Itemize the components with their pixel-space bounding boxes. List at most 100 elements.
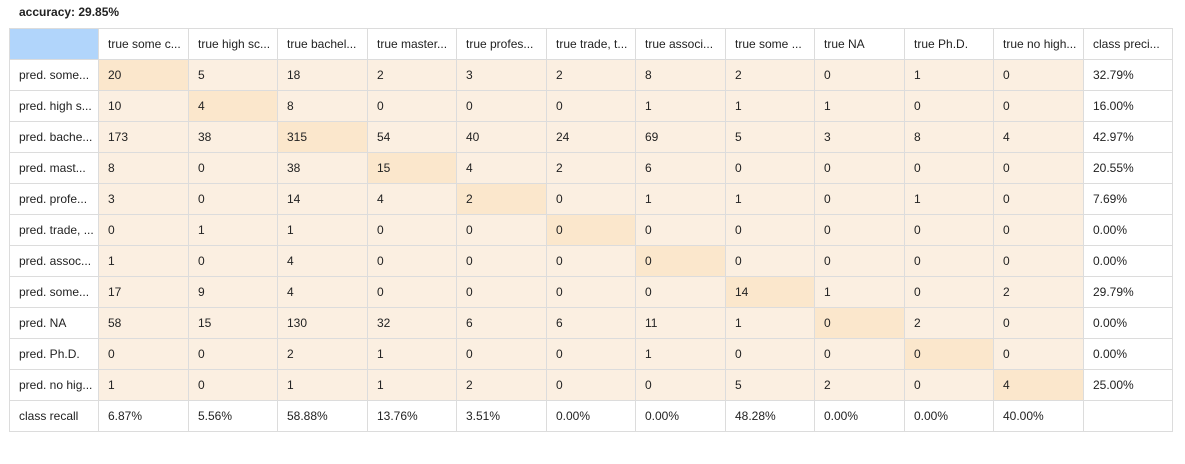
matrix-row: pred. no hig... 1 0 1 1 2 0 0 5 2 0 4 25.00% xyxy=(9,369,1173,401)
precision-cell: 7.69% xyxy=(1083,183,1173,215)
row-header: pred. trade, ... xyxy=(9,214,99,246)
matrix-cell: 2 xyxy=(456,369,547,401)
matrix-cell: 0 xyxy=(546,369,636,401)
recall-cell: 40.00% xyxy=(993,400,1084,432)
matrix-cell: 2 xyxy=(725,59,815,91)
matrix-cell: 0 xyxy=(188,183,278,215)
matrix-cell: 1 xyxy=(725,307,815,339)
column-header[interactable]: true NA xyxy=(814,28,905,60)
matrix-cell: 0 xyxy=(367,90,457,122)
matrix-cell: 0 xyxy=(456,245,547,277)
matrix-cell: 58 xyxy=(98,307,189,339)
column-header[interactable]: true trade, t... xyxy=(546,28,636,60)
matrix-cell: 8 xyxy=(98,152,189,184)
row-header: pred. some... xyxy=(9,276,99,308)
precision-cell: 0.00% xyxy=(1083,307,1173,339)
matrix-cell: 38 xyxy=(277,152,368,184)
matrix-cell: 3 xyxy=(456,59,547,91)
precision-cell: 32.79% xyxy=(1083,59,1173,91)
matrix-cell: 54 xyxy=(367,121,457,153)
matrix-cell: 0 xyxy=(904,90,994,122)
matrix-cell: 69 xyxy=(635,121,726,153)
recall-row-header: class recall xyxy=(9,400,99,432)
matrix-cell: 11 xyxy=(635,307,726,339)
matrix-cell: 0 xyxy=(993,59,1084,91)
column-header[interactable]: true associ... xyxy=(635,28,726,60)
matrix-cell: 0 xyxy=(904,214,994,246)
matrix-cell: 0 xyxy=(904,276,994,308)
matrix-cell: 1 xyxy=(188,214,278,246)
matrix-cell: 0 xyxy=(546,276,636,308)
matrix-cell: 40 xyxy=(456,121,547,153)
recall-cell: 0.00% xyxy=(635,400,726,432)
matrix-cell: 173 xyxy=(98,121,189,153)
row-header: pred. bache... xyxy=(9,121,99,153)
matrix-cell: 0 xyxy=(725,152,815,184)
column-header-precision[interactable]: class preci... xyxy=(1083,28,1173,60)
matrix-cell: 3 xyxy=(814,121,905,153)
matrix-cell: 1 xyxy=(367,369,457,401)
matrix-cell: 0 xyxy=(993,183,1084,215)
column-header[interactable]: true some c... xyxy=(98,28,189,60)
matrix-cell: 0 xyxy=(725,214,815,246)
corner-cell xyxy=(9,28,99,60)
matrix-row: pred. NA 58 15 130 32 6 6 11 1 0 2 0 0.00% xyxy=(9,307,1173,339)
matrix-cell: 0 xyxy=(725,338,815,370)
matrix-cell: 0 xyxy=(546,183,636,215)
matrix-cell: 0 xyxy=(546,245,636,277)
column-header[interactable]: true Ph.D. xyxy=(904,28,994,60)
matrix-cell: 1 xyxy=(635,90,726,122)
matrix-cell: 0 xyxy=(814,183,905,215)
recall-cell: 48.28% xyxy=(725,400,815,432)
matrix-cell-diagonal: 0 xyxy=(635,245,726,277)
matrix-cell-diagonal: 2 xyxy=(456,183,547,215)
matrix-cell: 0 xyxy=(814,338,905,370)
matrix-cell: 15 xyxy=(188,307,278,339)
matrix-cell-diagonal: 0 xyxy=(904,338,994,370)
row-header: pred. NA xyxy=(9,307,99,339)
matrix-cell-diagonal: 14 xyxy=(725,276,815,308)
header-row: true some c... true high sc... true bachel… xyxy=(9,28,1173,60)
matrix-cell: 0 xyxy=(635,214,726,246)
recall-cell: 6.87% xyxy=(98,400,189,432)
matrix-cell: 1 xyxy=(814,276,905,308)
empty-cell xyxy=(1083,400,1173,432)
matrix-cell: 3 xyxy=(98,183,189,215)
column-header[interactable]: true profes... xyxy=(456,28,547,60)
matrix-cell: 1 xyxy=(725,183,815,215)
column-header[interactable]: true master... xyxy=(367,28,457,60)
matrix-cell: 4 xyxy=(367,183,457,215)
matrix-cell: 2 xyxy=(546,59,636,91)
matrix-cell: 1 xyxy=(725,90,815,122)
recall-cell: 0.00% xyxy=(546,400,636,432)
row-header: pred. high s... xyxy=(9,90,99,122)
matrix-cell: 2 xyxy=(814,369,905,401)
row-header: pred. Ph.D. xyxy=(9,338,99,370)
matrix-cell: 2 xyxy=(277,338,368,370)
column-header[interactable]: true high sc... xyxy=(188,28,278,60)
column-header[interactable]: true some ... xyxy=(725,28,815,60)
matrix-cell: 0 xyxy=(546,90,636,122)
matrix-cell: 0 xyxy=(993,245,1084,277)
column-header[interactable]: true bachel... xyxy=(277,28,368,60)
matrix-row: pred. high s... 10 4 8 0 0 0 1 1 1 0 0 16.00% xyxy=(9,90,1173,122)
matrix-cell-diagonal: 315 xyxy=(277,121,368,153)
matrix-cell: 0 xyxy=(993,90,1084,122)
matrix-cell-diagonal: 0 xyxy=(814,307,905,339)
matrix-cell: 0 xyxy=(367,245,457,277)
matrix-cell: 0 xyxy=(635,276,726,308)
matrix-cell: 0 xyxy=(188,245,278,277)
row-header: pred. no hig... xyxy=(9,369,99,401)
matrix-cell: 1 xyxy=(98,369,189,401)
matrix-row: pred. trade, ... 0 1 1 0 0 0 0 0 0 0 0 0.00% xyxy=(9,214,1173,246)
column-header[interactable]: true no high... xyxy=(993,28,1084,60)
matrix-cell: 0 xyxy=(98,214,189,246)
matrix-cell: 8 xyxy=(904,121,994,153)
matrix-cell: 4 xyxy=(277,276,368,308)
matrix-cell-diagonal: 20 xyxy=(98,59,189,91)
matrix-row: pred. Ph.D. 0 0 2 1 0 0 1 0 0 0 0 0.00% xyxy=(9,338,1173,370)
matrix-cell: 1 xyxy=(277,369,368,401)
matrix-cell: 24 xyxy=(546,121,636,153)
recall-row: class recall 6.87% 5.56% 58.88% 13.76% 3.51% 0… xyxy=(9,400,1173,432)
matrix-cell: 0 xyxy=(456,338,547,370)
